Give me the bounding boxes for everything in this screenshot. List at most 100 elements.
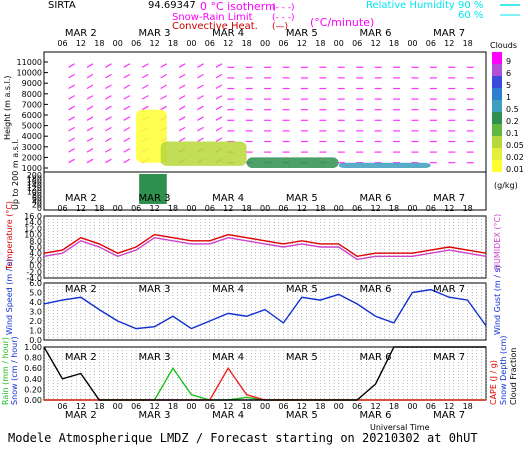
wind-arrow <box>178 105 186 111</box>
wind-arrow <box>178 116 186 121</box>
day-label-bottom: MAR 4 <box>212 410 244 421</box>
wind-arrow <box>68 63 75 68</box>
wind-arrow <box>160 63 168 68</box>
series-line <box>43 233 487 258</box>
hour-tick-bottom: 12 <box>444 402 454 411</box>
day-label-top: MAR 6 <box>360 28 392 39</box>
wind-arrow <box>197 137 204 143</box>
wind-arrow <box>197 126 204 132</box>
hour-tick-bottom: 06 <box>278 402 288 411</box>
day-label-panel1: MAR 5 <box>286 193 318 204</box>
wind-arrow <box>160 95 168 100</box>
y-label-snowdepth: Snow Depth (cm) <box>499 336 508 405</box>
wind-arrow <box>86 137 94 143</box>
wind-arrow <box>68 105 75 111</box>
hour-tick-panel1: 18 <box>242 204 252 213</box>
wind-arrow <box>141 63 149 68</box>
day-label-panel1: MAR 4 <box>212 193 244 204</box>
label-layer: MAR 2 MAR 2 MAR 2 MAR 2 MAR 2 MAR 3 MAR 3 MAR 3… <box>1 28 524 432</box>
hour-tick-top: 18 <box>463 39 473 48</box>
y-label-humidex: HUMIDEX (°C) <box>493 214 502 270</box>
y-tick: 6.0 <box>29 243 42 252</box>
hour-tick-panel1: 18 <box>168 204 178 213</box>
hour-tick-panel1: 18 <box>389 204 399 213</box>
hour-tick-top: 06 <box>278 39 288 48</box>
wind-arrow <box>123 137 131 143</box>
hour-tick-panel1: 12 <box>371 204 381 213</box>
hour-tick-top: 12 <box>150 39 160 48</box>
y-tick: -2.0 <box>26 268 42 277</box>
hour-tick-bottom: 18 <box>463 402 473 411</box>
day-label-top: MAR 7 <box>433 28 465 39</box>
wind-arrow <box>123 126 131 132</box>
day-label-bottom: MAR 2 <box>65 410 97 421</box>
day-label-panel3: MAR 6 <box>360 284 392 295</box>
y-tick-low: 20 <box>32 201 42 210</box>
hour-tick-bottom: 06 <box>426 402 436 411</box>
hour-tick-top: 18 <box>94 39 104 48</box>
y-tick-height: 10000 <box>17 69 42 78</box>
y-tick-height: 6000 <box>22 111 42 120</box>
wind-arrow <box>197 63 204 68</box>
legend-convective-unit: (°C/minute) <box>310 16 374 29</box>
colorbar-swatch <box>492 112 502 124</box>
wind-arrow <box>68 73 75 79</box>
wind-arrow <box>123 116 131 121</box>
wind-arrow <box>86 105 94 111</box>
wind-arrow <box>178 73 186 79</box>
colorbar-tick: 1 <box>506 93 511 102</box>
hour-tick-top: 06 <box>131 39 141 48</box>
axes-layer <box>43 51 487 401</box>
panel-clouds-frame <box>43 51 487 211</box>
colorbar-unit: (g/kg) <box>494 181 518 190</box>
day-label-panel4: MAR 7 <box>433 352 465 363</box>
hour-tick-top: 12 <box>371 39 381 48</box>
wind-arrow <box>141 73 149 79</box>
wind-arrow <box>86 63 94 68</box>
hour-tick-top: 00 <box>407 39 417 48</box>
y-label-wind: Wind Speed (m / s) <box>5 259 14 335</box>
wind-arrow <box>141 105 149 111</box>
wind-arrow <box>123 84 131 90</box>
y-tick-low: 180 <box>27 174 42 183</box>
hour-tick-bottom: 18 <box>315 402 325 411</box>
colorbar-swatch <box>492 136 502 148</box>
y-tick-height: 1000 <box>22 164 42 173</box>
hour-tick-top: 00 <box>186 39 196 48</box>
hour-tick-bottom: 06 <box>57 402 67 411</box>
data-layer <box>43 52 502 401</box>
colorbar-tick: 0.01 <box>506 165 524 174</box>
hour-tick-bottom: 06 <box>131 402 141 411</box>
y-label-gust: Wind Gust (m / s) <box>493 265 502 335</box>
wind-arrow <box>105 148 112 153</box>
hour-tick-panel1: 06 <box>278 204 288 213</box>
wind-arrow <box>123 95 131 100</box>
y-tick-height: 3000 <box>22 143 42 152</box>
colorbar-tick: 9 <box>506 57 511 66</box>
site-coords: 94.69347 <box>148 0 196 11</box>
wind-arrow <box>141 95 149 100</box>
wind-arrow <box>68 84 75 90</box>
legend-right: Relative Humidity 90 % 60 % <box>366 0 520 21</box>
wind-arrow <box>105 63 112 68</box>
day-label-top: MAR 4 <box>212 28 244 39</box>
y-tick: 0.00 <box>24 396 42 405</box>
wind-arrow <box>86 73 94 79</box>
y-tick: 8.0 <box>29 237 42 246</box>
wind-arrow <box>178 84 186 90</box>
hour-tick-panel1: 12 <box>444 204 454 213</box>
wind-arrow <box>160 105 168 111</box>
day-label-panel4: MAR 4 <box>212 352 244 363</box>
colorbar-tick: 0.02 <box>506 153 524 162</box>
y-tick: 6.0 <box>29 279 42 288</box>
hour-tick-top: 06 <box>426 39 436 48</box>
day-label-panel3: MAR 2 <box>65 284 97 295</box>
y-tick-height: 7000 <box>22 100 42 109</box>
wind-arrow <box>105 126 112 132</box>
legend-convective-sample: (—) <box>272 22 288 32</box>
wind-arrow <box>141 84 149 90</box>
wind-arrow <box>68 126 75 132</box>
wind-arrow <box>215 73 223 79</box>
y-label-rain: Rain (mm / hour) <box>1 337 10 405</box>
wind-arrow <box>160 73 168 79</box>
